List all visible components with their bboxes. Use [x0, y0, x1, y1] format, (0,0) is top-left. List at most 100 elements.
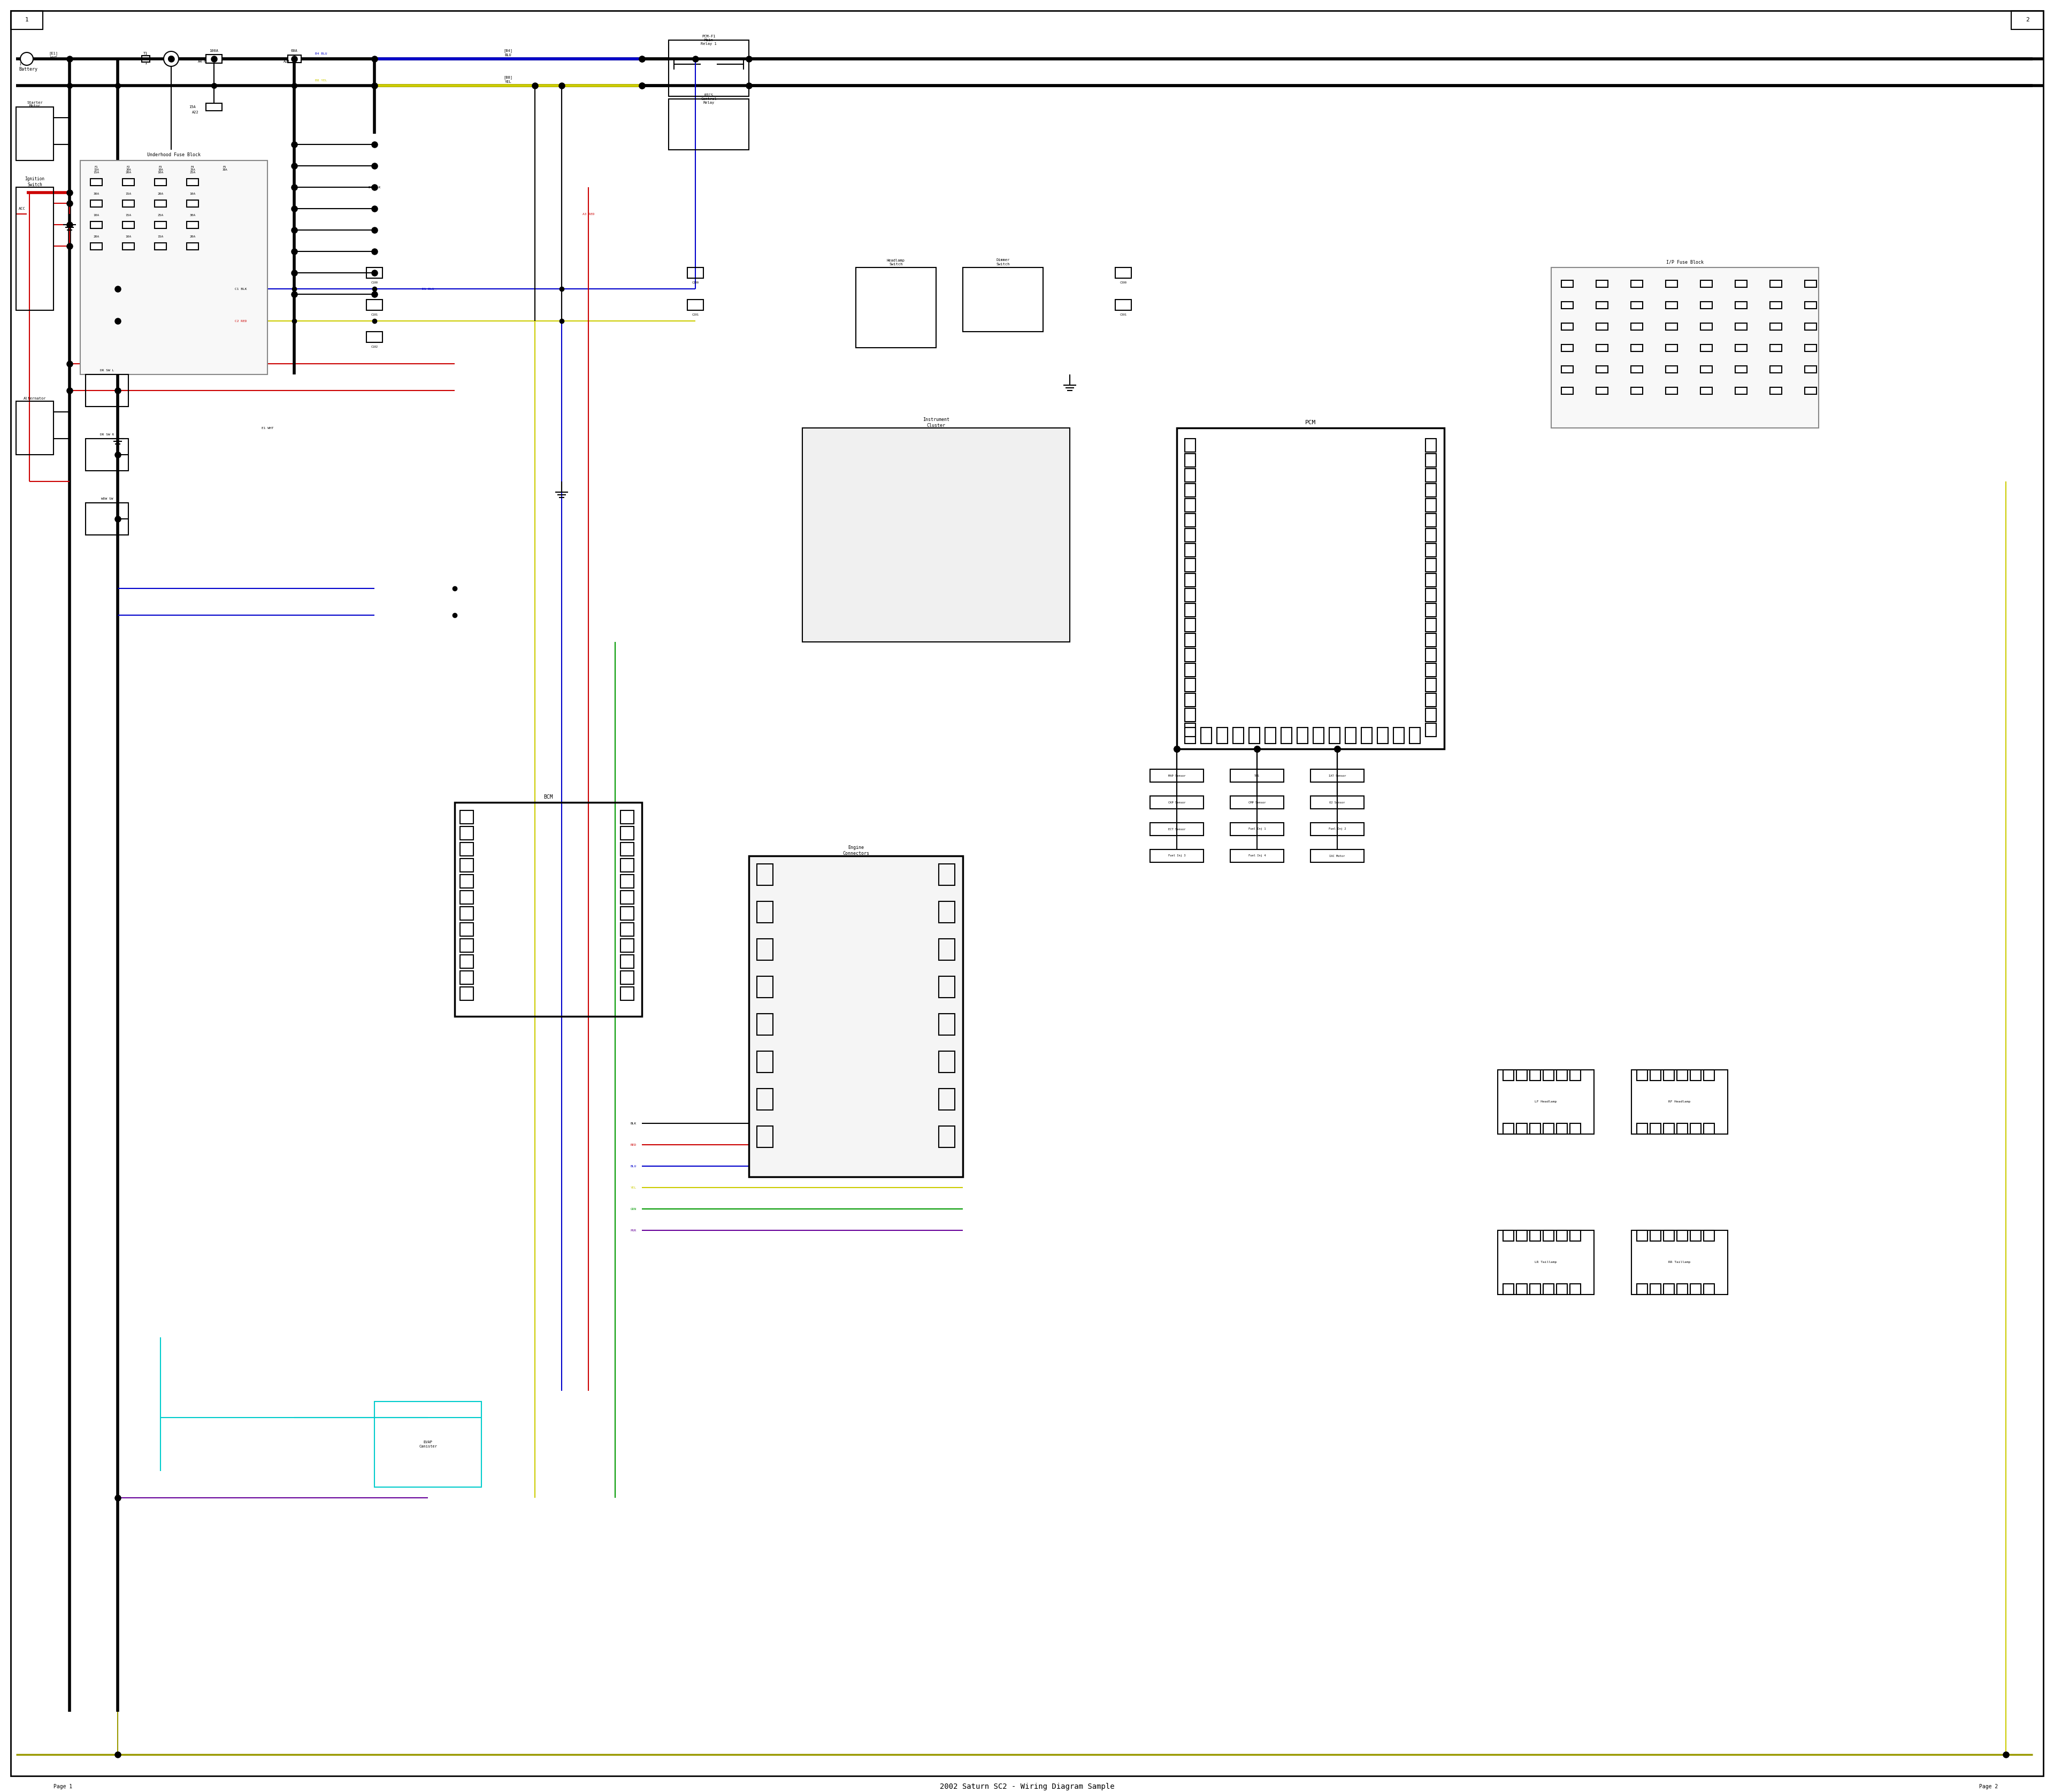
- Bar: [123, 199, 134, 206]
- Text: 1: 1: [18, 63, 21, 66]
- Text: YEL: YEL: [631, 1186, 637, 1188]
- Text: 10A: 10A: [92, 213, 99, 217]
- Bar: [10, 11, 43, 29]
- Bar: [1530, 1070, 1540, 1081]
- Bar: [1230, 796, 1284, 808]
- Text: MAP Sensor: MAP Sensor: [1169, 774, 1185, 778]
- Text: Fuel Inj 2: Fuel Inj 2: [1329, 828, 1345, 830]
- Text: Engine
Connectors: Engine Connectors: [842, 846, 869, 857]
- Text: [B8]: [B8]: [503, 75, 514, 79]
- Text: C200: C200: [692, 281, 698, 283]
- Bar: [688, 299, 702, 310]
- Text: RTCS: RTCS: [705, 93, 713, 97]
- Bar: [1425, 484, 1436, 496]
- Bar: [1701, 280, 1713, 287]
- Bar: [1631, 301, 1643, 308]
- Bar: [123, 179, 134, 185]
- Text: WDW SW: WDW SW: [101, 496, 113, 500]
- Bar: [1805, 344, 1816, 351]
- Bar: [1561, 301, 1573, 308]
- Bar: [1771, 366, 1781, 373]
- Bar: [1425, 588, 1436, 602]
- Bar: [1425, 694, 1436, 706]
- Bar: [142, 56, 150, 63]
- Bar: [1202, 728, 1212, 744]
- Bar: [460, 987, 472, 1000]
- Bar: [1666, 344, 1678, 351]
- Bar: [1631, 280, 1643, 287]
- Bar: [1543, 1070, 1555, 1081]
- Circle shape: [168, 56, 175, 61]
- Bar: [1805, 387, 1816, 394]
- Text: PUR: PUR: [631, 1229, 637, 1231]
- Bar: [1771, 344, 1781, 351]
- Text: IAT Sensor: IAT Sensor: [1329, 774, 1345, 778]
- Text: 10A: 10A: [189, 192, 195, 195]
- Text: EVAP
Canister: EVAP Canister: [419, 1441, 438, 1448]
- Text: ACC: ACC: [18, 208, 25, 210]
- Bar: [1150, 769, 1204, 781]
- Bar: [1362, 728, 1372, 744]
- Text: O2 Sensor: O2 Sensor: [1329, 801, 1345, 805]
- Bar: [16, 401, 53, 455]
- Bar: [620, 891, 635, 903]
- Bar: [1569, 1070, 1582, 1081]
- Bar: [154, 199, 166, 206]
- Text: C1 BLK: C1 BLK: [234, 287, 246, 290]
- Text: PCM: PCM: [1304, 419, 1317, 425]
- Text: 15A: 15A: [189, 106, 195, 109]
- Bar: [1561, 344, 1573, 351]
- Bar: [756, 977, 772, 998]
- Bar: [1557, 1124, 1567, 1134]
- Text: C201: C201: [692, 314, 698, 315]
- Bar: [939, 977, 955, 998]
- Bar: [1649, 1124, 1662, 1134]
- Bar: [460, 907, 472, 919]
- Text: B4 BLU: B4 BLU: [314, 52, 327, 56]
- Bar: [1690, 1070, 1701, 1081]
- Bar: [620, 923, 635, 935]
- Text: 25A: 25A: [189, 170, 195, 174]
- Text: IAC Motor: IAC Motor: [1329, 855, 1345, 857]
- Text: LF Headlamp: LF Headlamp: [1534, 1100, 1557, 1104]
- Bar: [1249, 728, 1259, 744]
- Bar: [1543, 1283, 1555, 1294]
- Bar: [460, 826, 472, 840]
- Bar: [1185, 468, 1195, 482]
- Bar: [620, 826, 635, 840]
- Bar: [460, 874, 472, 889]
- Bar: [1631, 387, 1643, 394]
- Bar: [1666, 387, 1678, 394]
- Bar: [620, 987, 635, 1000]
- Text: BLU: BLU: [505, 54, 511, 57]
- Circle shape: [164, 52, 179, 66]
- Bar: [1736, 366, 1748, 373]
- Text: Relay: Relay: [702, 100, 715, 104]
- Text: E1 WHT: E1 WHT: [261, 426, 273, 430]
- Text: A4-6: A4-6: [197, 59, 207, 63]
- Bar: [1425, 514, 1436, 527]
- Text: 25A: 25A: [158, 213, 164, 217]
- Bar: [963, 267, 1043, 332]
- Bar: [123, 220, 134, 228]
- Bar: [1504, 1283, 1514, 1294]
- Text: Dimmer
Switch: Dimmer Switch: [996, 258, 1011, 265]
- Bar: [756, 1052, 772, 1073]
- Bar: [1185, 694, 1195, 706]
- Bar: [86, 375, 127, 407]
- Bar: [1701, 301, 1713, 308]
- Text: Instrument
Cluster: Instrument Cluster: [922, 418, 949, 428]
- Text: 15A: 15A: [92, 170, 99, 174]
- Bar: [1310, 849, 1364, 862]
- Text: BLU: BLU: [631, 1165, 637, 1167]
- Text: BLK: BLK: [631, 1122, 637, 1125]
- Text: A21: A21: [283, 59, 290, 63]
- Bar: [1569, 1231, 1582, 1242]
- Bar: [86, 504, 127, 536]
- Bar: [1425, 618, 1436, 633]
- Bar: [460, 810, 472, 824]
- Bar: [1557, 1231, 1567, 1242]
- Bar: [1690, 1231, 1701, 1242]
- Bar: [1185, 708, 1195, 722]
- Bar: [1185, 588, 1195, 602]
